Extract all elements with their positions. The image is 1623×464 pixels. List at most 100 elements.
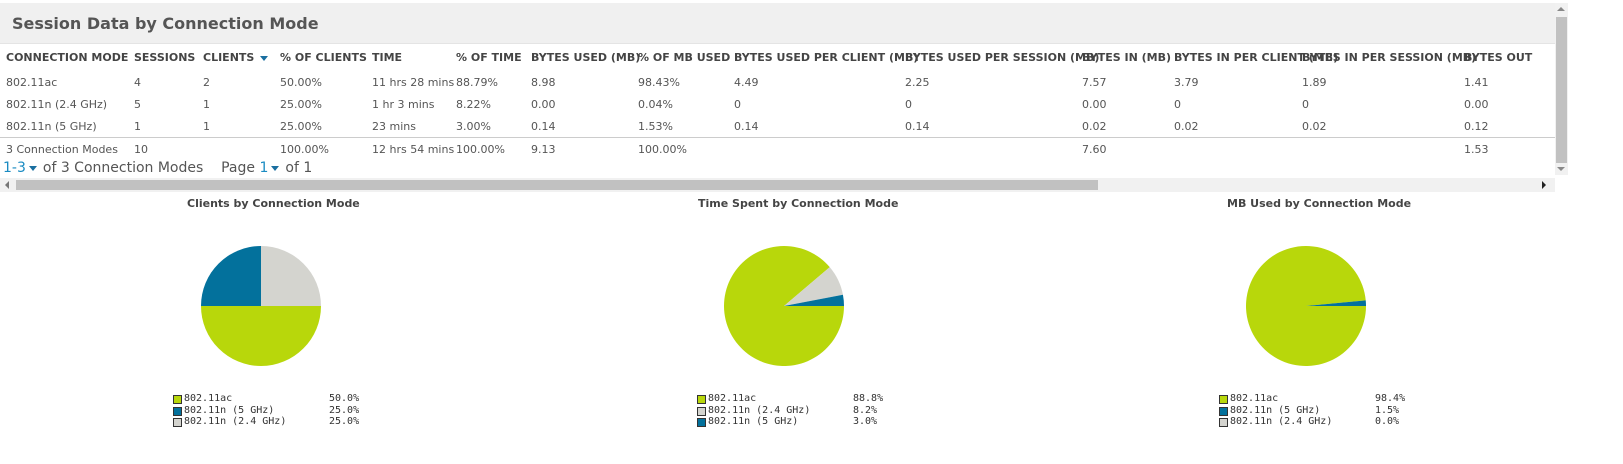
col-header[interactable]: BYTES USED PER SESSION (MB)	[905, 51, 1100, 64]
legend-percent: 25.0%	[329, 416, 360, 427]
legend-item: 802.11n (5 GHz) 1.5%	[1219, 405, 1409, 417]
table-row: 802.11ac 4 2 50.00% 11 hrs 28 mins 88.79% 8.98…	[0, 71, 1555, 93]
table-row: 802.11n (5 GHz) 1 1 25.00% 23 mins 3.00% 0.14 1…	[0, 115, 1555, 138]
table-cell: 1.53%	[638, 119, 673, 133]
legend-swatch	[1219, 418, 1228, 427]
vertical-scroll-thumb[interactable]	[1556, 17, 1567, 163]
legend-percent: 88.8%	[853, 393, 884, 404]
legend-swatch	[1219, 406, 1228, 416]
table-cell: 0.14	[905, 119, 930, 133]
legend-label: 802.11n (5 GHz)	[708, 416, 799, 427]
horizontal-scroll-thumb[interactable]	[16, 180, 1098, 190]
table-cell: 100.00%	[450, 137, 525, 159]
table-cell: 0.14	[531, 119, 556, 133]
legend-swatch	[697, 395, 706, 404]
legend-label: 802.11n (2.4 GHz)	[1230, 416, 1333, 427]
table-cell: 1.41	[1464, 75, 1489, 89]
col-header[interactable]: BYTES IN PER SESSION (MB)	[1302, 51, 1477, 64]
table-cell: 50.00%	[280, 75, 322, 89]
col-header[interactable]: % OF MB USED	[638, 51, 731, 64]
table-cell: 4	[134, 75, 141, 89]
chevron-down-icon[interactable]	[271, 165, 280, 171]
table-cell: 3.00%	[456, 119, 491, 133]
vertical-scrollbar[interactable]	[1555, 3, 1568, 175]
sort-desc-icon	[260, 55, 269, 61]
session-table-container: CONNECTION MODE SESSIONS CLIENTS % OF CL…	[0, 44, 1555, 159]
mb-legend: 802.11ac 98.4% 802.11n (5 GHz) 1.5% 802.11n …	[1219, 393, 1409, 428]
time-pie-chart	[724, 246, 844, 366]
table-cell: 1	[203, 97, 210, 111]
table-cell: 0.02	[1082, 119, 1107, 133]
table-cell: 0.04%	[638, 97, 673, 111]
scroll-down-icon[interactable]	[1557, 167, 1565, 171]
table-cell: 100.00%	[632, 137, 728, 159]
legend-percent: 98.4%	[1375, 393, 1406, 404]
legend-label: 802.11n (5 GHz)	[1230, 404, 1321, 416]
table-cell: 0.02	[1174, 119, 1199, 133]
col-header[interactable]: BYTES USED PER CLIENT (MB)	[734, 51, 919, 64]
page-label: Page	[221, 160, 255, 176]
scroll-left-icon[interactable]	[5, 181, 9, 189]
col-header[interactable]: CONNECTION MODE	[6, 51, 129, 64]
col-header[interactable]: BYTES IN (MB)	[1082, 51, 1172, 64]
col-header-sorted[interactable]: CLIENTS	[197, 44, 274, 71]
pie-slice	[784, 294, 844, 306]
table-cell: 2.25	[905, 75, 930, 89]
legend-item: 802.11ac 50.0%	[173, 393, 363, 405]
table-cell: 8.98	[531, 75, 556, 89]
legend-percent: 0.0%	[1375, 416, 1400, 427]
table-total-row: 3 Connection Modes 10 100.00% 12 hrs 54 min…	[0, 137, 1555, 159]
legend-swatch	[697, 418, 706, 427]
legend-label: 802.11n (2.4 GHz)	[708, 404, 811, 416]
table-cell	[899, 137, 1076, 159]
chevron-down-icon[interactable]	[28, 165, 37, 171]
table-cell: 3 Connection Modes	[0, 137, 128, 159]
table-cell: 88.79%	[456, 75, 498, 89]
scroll-up-icon[interactable]	[1557, 7, 1565, 11]
col-header[interactable]: % OF TIME	[456, 51, 522, 64]
table-cell: 0	[905, 97, 912, 111]
range-dropdown[interactable]: 1-3	[3, 160, 26, 176]
chart-title: Clients by Connection Mode	[187, 197, 360, 210]
table-cell: 1	[203, 119, 210, 133]
table-cell: 4.49	[734, 75, 759, 89]
table-cell	[1296, 137, 1458, 159]
legend-swatch	[697, 406, 706, 416]
legend-item: 802.11ac 88.8%	[697, 393, 887, 405]
legend-item: 802.11n (5 GHz) 25.0%	[173, 405, 363, 417]
table-cell: 5	[134, 97, 141, 111]
col-header[interactable]: BYTES IN PER CLIENT (MB)	[1174, 51, 1339, 64]
range-count-text: of 3 Connection Modes	[42, 160, 204, 176]
table-cell: 1	[134, 119, 141, 133]
legend-swatch	[173, 418, 182, 427]
table-cell: 0	[1174, 97, 1181, 111]
table-cell: 23 mins	[372, 119, 416, 133]
table-cell: 2	[203, 75, 210, 89]
col-header[interactable]: SESSIONS	[134, 51, 196, 64]
mb-pie-chart	[1246, 246, 1366, 367]
scroll-right-icon[interactable]	[1542, 181, 1546, 189]
table-body: 802.11ac 4 2 50.00% 11 hrs 28 mins 88.79% 8.98…	[0, 71, 1555, 159]
legend-swatch	[173, 395, 182, 404]
col-header[interactable]: % OF CLIENTS	[280, 51, 367, 64]
pie-slice	[1246, 246, 1366, 367]
clients-legend: 802.11ac 50.0% 802.11n (5 GHz) 25.0% 802.11n…	[173, 393, 363, 428]
table-header-row: CONNECTION MODE SESSIONS CLIENTS % OF CL…	[0, 44, 1555, 71]
horizontal-scrollbar[interactable]	[0, 178, 1555, 192]
chart-title: Time Spent by Connection Mode	[698, 197, 899, 210]
table-cell: 0.00	[531, 97, 556, 111]
legend-item: 802.11n (2.4 GHz) 0.0%	[1219, 416, 1409, 428]
page-dropdown[interactable]: 1	[259, 160, 269, 176]
pager: 1-3 of 3 Connection Modes Page 1 of 1	[3, 160, 312, 176]
col-header[interactable]: BYTES USED (MB)	[531, 51, 641, 64]
col-header[interactable]: BYTES OUT	[1464, 51, 1533, 64]
table-cell: 802.11ac	[6, 75, 58, 89]
table-cell: 10	[128, 137, 197, 159]
table-cell: 0.00	[1082, 97, 1107, 111]
col-header[interactable]: TIME	[372, 51, 403, 64]
legend-label: 802.11ac	[708, 393, 757, 404]
table-cell: 0.02	[1302, 119, 1327, 133]
clients-pie-chart	[201, 246, 321, 366]
table-cell: 0.12	[1464, 119, 1489, 133]
legend-item: 802.11n (2.4 GHz) 25.0%	[173, 416, 363, 428]
